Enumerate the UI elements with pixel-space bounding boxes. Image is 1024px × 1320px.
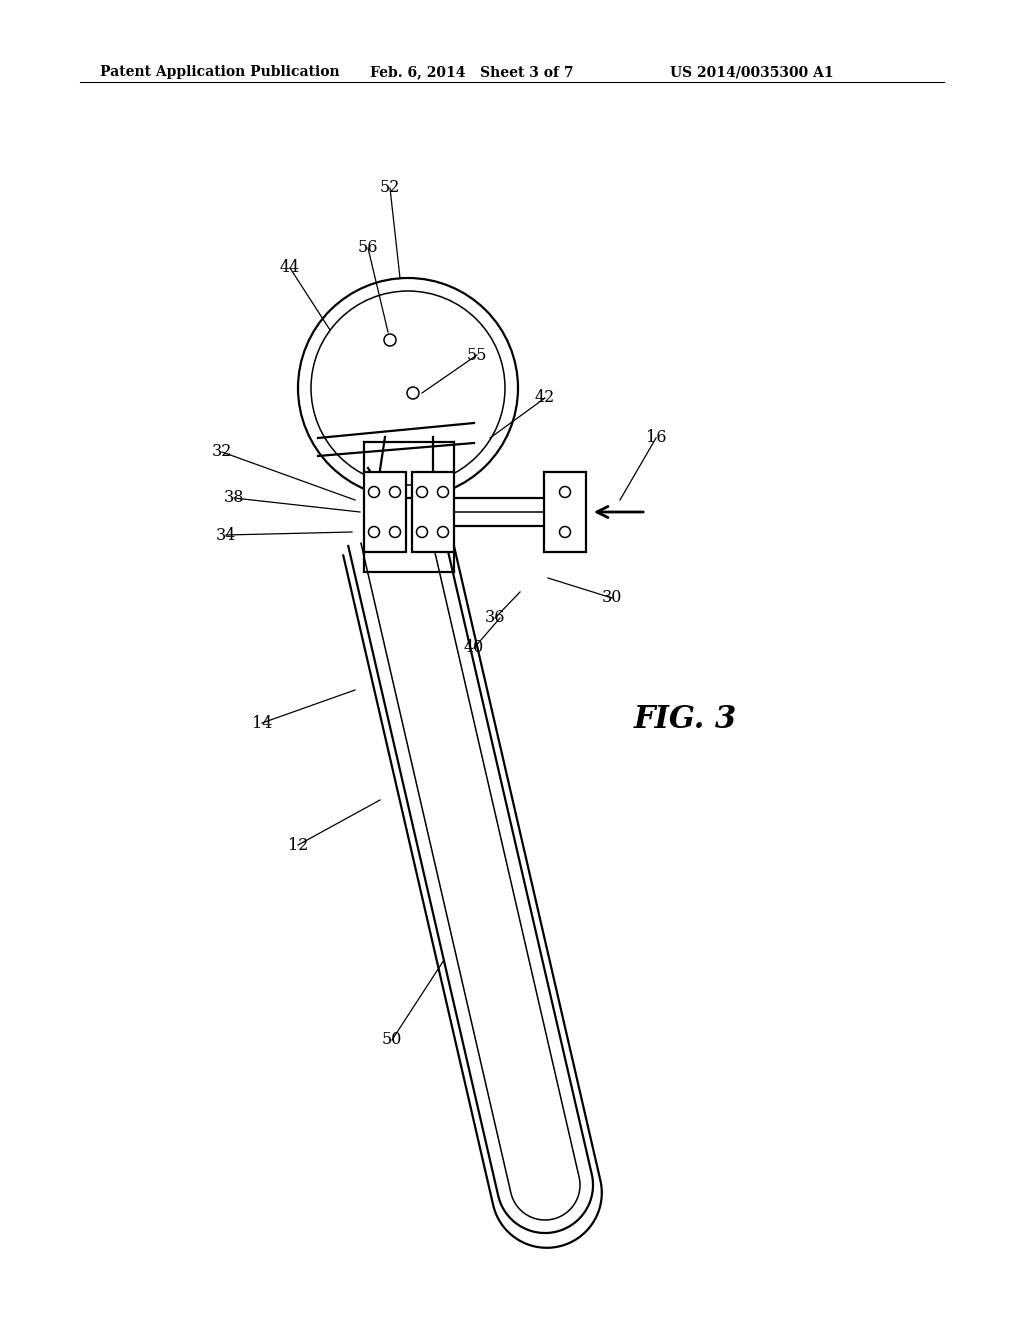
- Text: 34: 34: [216, 527, 237, 544]
- Text: Feb. 6, 2014   Sheet 3 of 7: Feb. 6, 2014 Sheet 3 of 7: [370, 65, 573, 79]
- Text: FIG. 3: FIG. 3: [634, 705, 736, 735]
- Bar: [544, 473, 586, 552]
- Text: 55: 55: [467, 346, 487, 363]
- Text: Patent Application Publication: Patent Application Publication: [100, 65, 340, 79]
- Text: US 2014/0035300 A1: US 2014/0035300 A1: [670, 65, 834, 79]
- Text: 38: 38: [224, 490, 245, 507]
- Text: 14: 14: [252, 714, 272, 731]
- Text: 36: 36: [484, 610, 505, 627]
- Text: 44: 44: [280, 260, 300, 276]
- Text: 56: 56: [357, 239, 378, 256]
- Text: 16: 16: [646, 429, 667, 446]
- Text: 40: 40: [464, 639, 484, 656]
- Bar: [364, 473, 406, 552]
- Bar: [412, 473, 454, 552]
- Text: 12: 12: [288, 837, 308, 854]
- Text: 52: 52: [380, 180, 400, 197]
- Text: 50: 50: [382, 1031, 402, 1048]
- Text: 32: 32: [212, 444, 232, 461]
- Text: 30: 30: [602, 590, 623, 606]
- Text: 42: 42: [535, 389, 555, 407]
